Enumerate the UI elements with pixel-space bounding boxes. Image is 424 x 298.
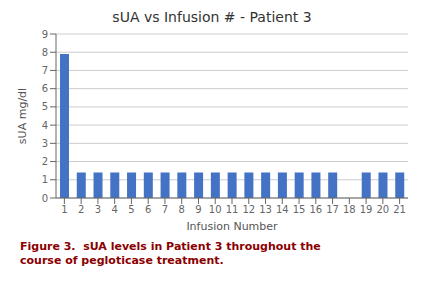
svg-text:16: 16 bbox=[309, 204, 322, 215]
svg-text:3: 3 bbox=[95, 204, 101, 215]
svg-text:6: 6 bbox=[145, 204, 151, 215]
svg-text:9: 9 bbox=[42, 29, 48, 40]
svg-text:sUA mg/dl: sUA mg/dl bbox=[16, 88, 29, 144]
svg-text:19: 19 bbox=[360, 204, 373, 215]
svg-text:Infusion Number: Infusion Number bbox=[186, 220, 278, 233]
svg-text:7: 7 bbox=[42, 65, 48, 76]
svg-text:13: 13 bbox=[259, 204, 272, 215]
svg-text:15: 15 bbox=[293, 204, 306, 215]
html-text:course of pegloticase treatmen: course of pegloticase treatment. bbox=[20, 254, 224, 267]
svg-text:17: 17 bbox=[326, 204, 339, 215]
svg-text:20: 20 bbox=[376, 204, 389, 215]
svg-text:7: 7 bbox=[162, 204, 168, 215]
svg-text:4: 4 bbox=[42, 120, 48, 131]
svg-text:8: 8 bbox=[42, 47, 48, 58]
svg-text:4: 4 bbox=[111, 204, 117, 215]
html-text:sUA vs Infusion # - Patient 3: sUA vs Infusion # - Patient 3 bbox=[112, 9, 312, 25]
svg-text:12: 12 bbox=[242, 204, 255, 215]
svg-text:8: 8 bbox=[179, 204, 185, 215]
svg-text:21: 21 bbox=[393, 204, 406, 215]
svg-text:6: 6 bbox=[42, 83, 48, 94]
html-text:Figure 3. sUA levels in Patien: Figure 3. sUA levels in Patient 3 throug… bbox=[20, 240, 321, 253]
svg-text:1: 1 bbox=[42, 174, 48, 185]
svg-text:5: 5 bbox=[128, 204, 134, 215]
svg-text:11: 11 bbox=[226, 204, 239, 215]
svg-text:10: 10 bbox=[209, 204, 222, 215]
svg-text:2: 2 bbox=[42, 156, 48, 167]
svg-text:0: 0 bbox=[42, 193, 48, 204]
svg-text:1: 1 bbox=[61, 204, 67, 215]
svg-text:14: 14 bbox=[276, 204, 289, 215]
svg-text:2: 2 bbox=[78, 204, 84, 215]
svg-text:5: 5 bbox=[42, 101, 48, 112]
svg-text:9: 9 bbox=[195, 204, 201, 215]
svg-text:3: 3 bbox=[42, 138, 48, 149]
svg-text:18: 18 bbox=[343, 204, 356, 215]
